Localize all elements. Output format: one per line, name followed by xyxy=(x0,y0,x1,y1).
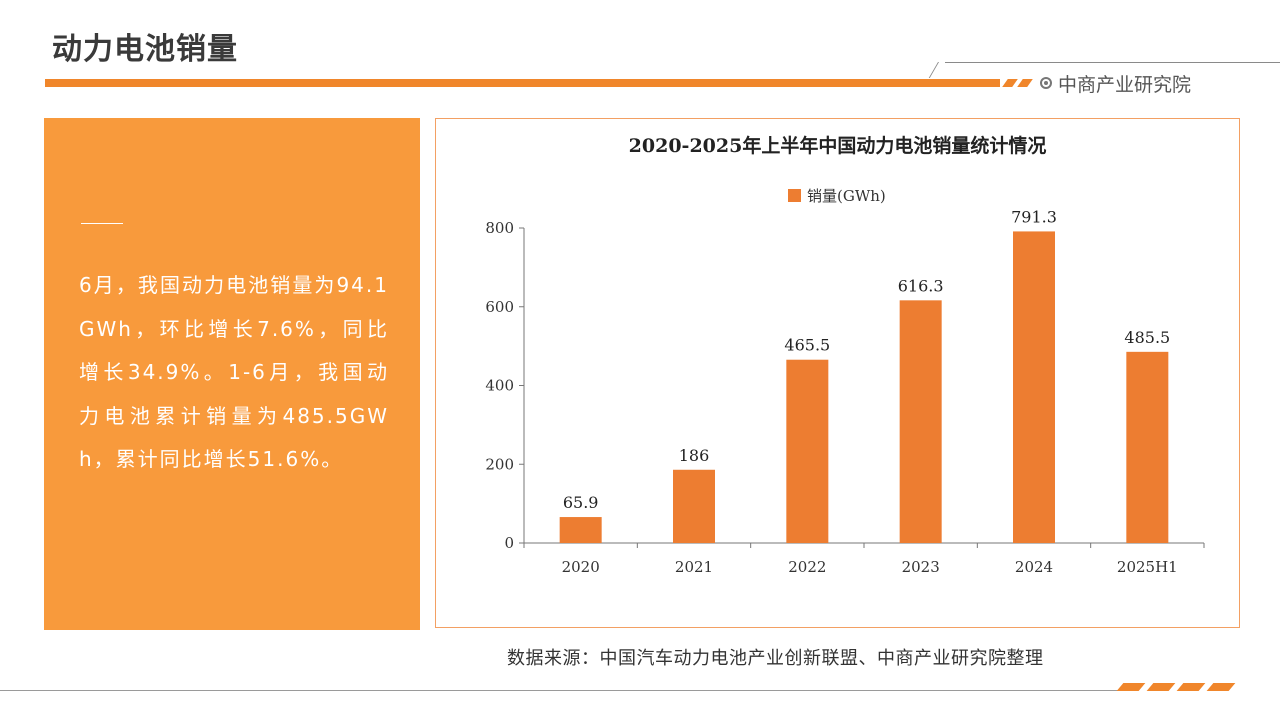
y-tick-label: 800 xyxy=(485,219,514,237)
bar xyxy=(899,300,942,543)
footer-stripe xyxy=(1176,683,1206,691)
data-label: 186 xyxy=(679,446,710,465)
bar xyxy=(786,359,829,543)
data-label: 791.3 xyxy=(1011,207,1057,226)
header-divider-diagonal xyxy=(928,62,939,78)
bar xyxy=(673,469,715,543)
x-tick-label: 2022 xyxy=(788,558,826,576)
footer-stripe xyxy=(1146,683,1176,691)
y-tick-label: 200 xyxy=(485,455,514,473)
footer-stripe xyxy=(1116,683,1146,691)
summary-dash xyxy=(81,223,123,224)
accent-stripe xyxy=(1017,79,1033,87)
x-tick-label: 2025H1 xyxy=(1117,558,1178,576)
data-label: 485.5 xyxy=(1124,328,1170,347)
header-divider-line xyxy=(945,62,1280,63)
chart-container: 2020-2025年上半年中国动力电池销量统计情况 0 200 400 600 800 6… xyxy=(435,118,1240,628)
page-title: 动力电池销量 xyxy=(52,32,238,67)
chart-title: 2020-2025年上半年中国动力电池销量统计情况 xyxy=(628,135,1047,157)
data-label: 465.5 xyxy=(784,336,830,355)
y-tick-label: 0 xyxy=(504,534,514,552)
brand-circle-icon xyxy=(1040,77,1052,89)
title-accent-bar xyxy=(45,79,1000,87)
x-tick-label: 2021 xyxy=(675,558,713,576)
legend-swatch xyxy=(788,189,801,202)
x-tick-label: 2020 xyxy=(562,558,600,576)
summary-text: 6月，我国动力电池销量为94.1GWh，环比增长7.6%，同比增长34.9%。1… xyxy=(79,273,389,472)
x-tick-label: 2024 xyxy=(1015,558,1053,576)
bar-chart: 0 200 400 600 800 65.9 2020 186 2021 465.5 2022 616… xyxy=(485,187,1205,576)
brand-logo: 中商产业研究院 xyxy=(1040,70,1191,96)
y-tick-label: 600 xyxy=(485,298,514,316)
y-tick-label: 400 xyxy=(485,377,514,395)
data-label: 616.3 xyxy=(898,276,944,295)
legend-label: 销量(GWh) xyxy=(807,187,886,205)
accent-stripe xyxy=(1002,79,1018,87)
summary-panel: 6月，我国动力电池销量为94.1GWh，环比增长7.6%，同比增长34.9%。1… xyxy=(44,118,420,630)
data-label: 65.9 xyxy=(563,493,599,512)
bar xyxy=(559,517,602,543)
data-source: 数据来源：中国汽车动力电池产业创新联盟、中商产业研究院整理 xyxy=(507,648,1044,669)
footer-divider-line xyxy=(0,690,1120,691)
brand-name: 中商产业研究院 xyxy=(1058,73,1192,96)
x-tick-label: 2023 xyxy=(902,558,940,576)
bar xyxy=(1013,231,1055,543)
bar xyxy=(1126,351,1169,543)
footer-stripe xyxy=(1206,683,1236,691)
